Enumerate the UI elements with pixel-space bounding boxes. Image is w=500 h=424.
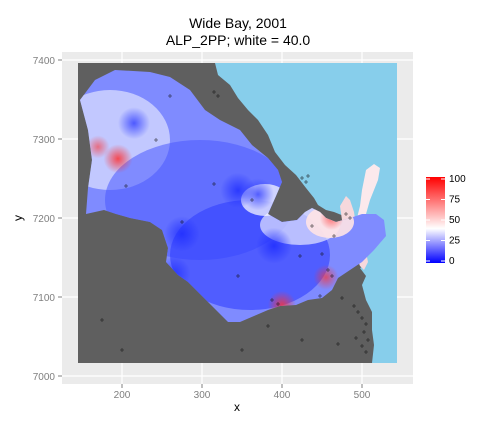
hotspot-high: [313, 264, 339, 290]
hotspot-low: [220, 172, 256, 208]
legend-label: 75: [449, 195, 461, 206]
chart-title-line-2: ALP_2PP; white = 40.0: [166, 32, 311, 48]
legend: 100 75 50 25 0: [426, 174, 466, 267]
y-axis-title: y: [11, 215, 25, 221]
hotspot-low: [164, 216, 200, 252]
hotspot-low: [256, 227, 292, 264]
legend-colorbar: [426, 177, 445, 263]
y-tick-label: 7300: [33, 135, 56, 146]
hotspot-high: [86, 135, 110, 159]
y-tick-label: 7200: [33, 214, 56, 225]
legend-label: 0: [449, 256, 455, 267]
x-axis-title: x: [234, 400, 240, 414]
marker-crosses: [100, 90, 370, 354]
x-tick-label: 300: [194, 390, 211, 401]
axis-ticks: [58, 59, 363, 388]
legend-label: 50: [449, 215, 461, 226]
chart-title-line-1: Wide Bay, 2001: [189, 15, 287, 31]
y-tick-label: 7000: [33, 372, 56, 383]
legend-labels: 100 75 50 25 0: [449, 174, 466, 267]
y-tick-label: 7400: [33, 56, 56, 67]
legend-label: 100: [449, 174, 466, 185]
hotspot-low: [118, 107, 150, 140]
tick-labels: 7400 7300 7200 7100 7000 200 300 400 500: [33, 56, 371, 401]
x-tick-label: 200: [114, 390, 131, 401]
legend-label: 25: [449, 236, 461, 247]
legend-ticks: [426, 178, 445, 262]
x-tick-label: 400: [274, 390, 291, 401]
y-tick-label: 7100: [33, 293, 56, 304]
hotspot-high: [103, 144, 133, 174]
x-tick-label: 500: [354, 390, 371, 401]
marker-layer: [100, 90, 370, 354]
